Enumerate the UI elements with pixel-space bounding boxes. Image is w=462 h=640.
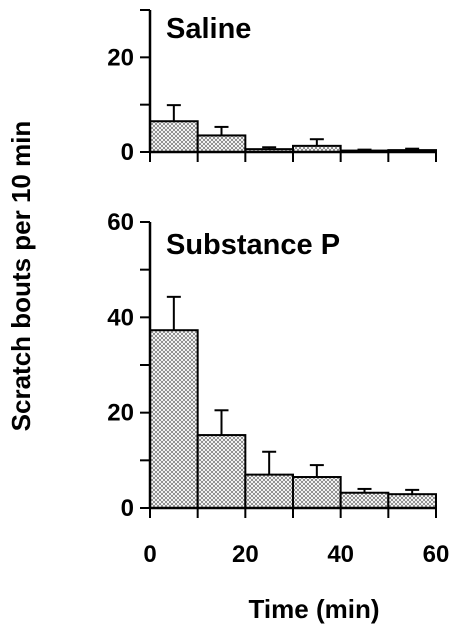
substance-p-bar-3 (244, 473, 294, 509)
substance-p-x-tick-label: 60 (423, 541, 450, 568)
substance-p-x-tick-label: 20 (232, 541, 259, 568)
substance-p-bar-5 (339, 491, 390, 510)
substance-p-y-tick-label: 0 (121, 495, 134, 522)
substance-p-x-tick-label: 0 (143, 541, 156, 568)
x-axis-title: Time (min) (249, 594, 380, 624)
substance-p-bar-2 (196, 434, 247, 510)
saline-y-tick-label: 20 (107, 44, 134, 71)
substance-p-bar-6 (387, 493, 438, 509)
substance-p-x-tick-label: 40 (327, 541, 354, 568)
saline-y-tick-label: 0 (121, 139, 134, 166)
substance-p-y-tick-label: 40 (107, 304, 134, 331)
substance-p-title: Substance P (166, 229, 340, 261)
saline-bar-1 (149, 120, 199, 153)
saline-title: Saline (166, 13, 251, 45)
substance-p-y-tick-label: 20 (107, 400, 134, 427)
saline-panel: Saline 0 20 (107, 9, 438, 166)
saline-bar-2 (196, 134, 247, 153)
y-axis-title: Scratch bouts per 10 min (6, 121, 36, 432)
substance-p-y-tick-label: 60 (107, 209, 134, 236)
substance-p-panel: Substance P 0 20 40 60 0 20 40 60 (107, 209, 449, 568)
substance-p-bar-4 (292, 476, 342, 509)
substance-p-bar-1 (149, 329, 199, 509)
